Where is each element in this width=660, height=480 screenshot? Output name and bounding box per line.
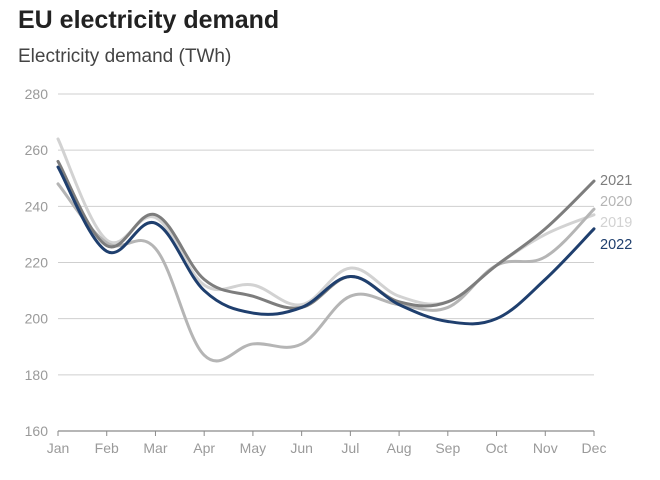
x-tick-label: Aug xyxy=(387,440,412,456)
legend-label-2019: 2019 xyxy=(600,215,632,231)
x-tick-label: May xyxy=(240,440,266,456)
x-tick-label: Jan xyxy=(47,440,70,456)
series-lines xyxy=(56,137,596,363)
y-tick-label: 200 xyxy=(25,311,49,327)
y-tick-label: 240 xyxy=(25,198,49,214)
x-tick-label: Jun xyxy=(290,440,313,456)
legend-label-2022: 2022 xyxy=(600,237,632,253)
chart-subtitle: Electricity demand (TWh) xyxy=(18,46,232,67)
y-tick-label: 260 xyxy=(25,142,49,158)
x-tick-label: Dec xyxy=(582,440,607,456)
legend-label-2020: 2020 xyxy=(600,194,632,210)
series-line-2020 xyxy=(56,182,596,363)
y-axis-ticks: 160 180 200 220 240 260 280 xyxy=(25,86,49,439)
x-tick-label: Oct xyxy=(486,440,508,456)
legend: 2021 2020 2019 2022 xyxy=(600,173,632,253)
x-axis: Jan Feb Mar Apr May Jun Jul Aug Sep Oct Nov Dec xyxy=(47,431,607,456)
x-tick-label: Apr xyxy=(193,440,215,456)
y-tick-label: 160 xyxy=(25,423,49,439)
x-tick-label: Nov xyxy=(533,440,558,456)
legend-label-2021: 2021 xyxy=(600,173,632,189)
y-tick-label: 180 xyxy=(25,367,49,383)
x-tick-label: Mar xyxy=(143,440,167,456)
series-line-2022 xyxy=(56,165,596,326)
x-tick-label: Jul xyxy=(341,440,359,456)
x-tick-label: Feb xyxy=(95,440,119,456)
y-tick-label: 280 xyxy=(25,86,49,102)
chart-title: EU electricity demand xyxy=(18,6,280,34)
y-tick-label: 220 xyxy=(25,255,49,271)
x-tick-label: Sep xyxy=(435,440,460,456)
